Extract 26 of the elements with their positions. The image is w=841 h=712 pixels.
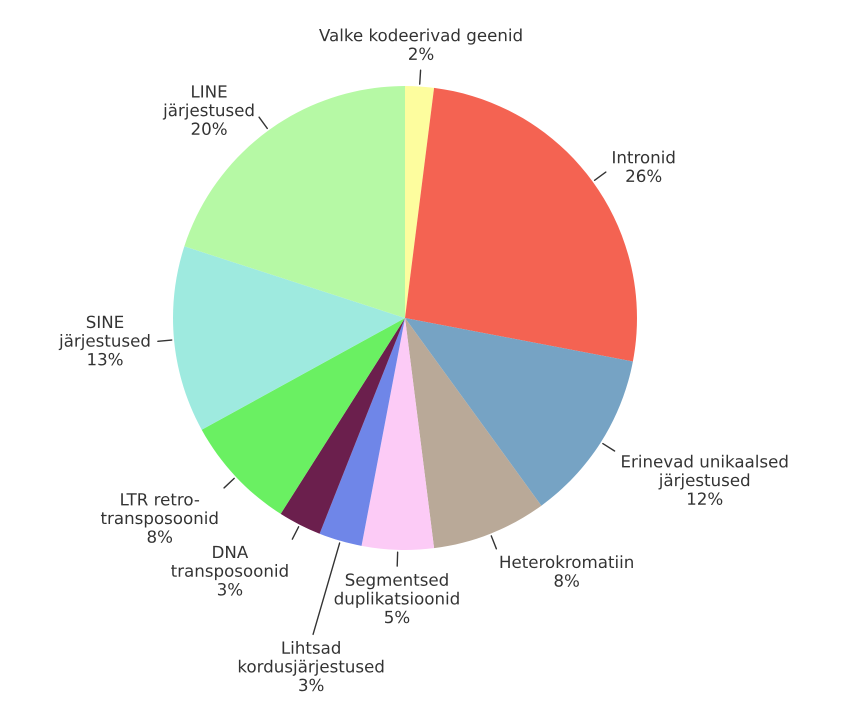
data-label: 13% [88, 352, 123, 366]
data-label: 20% [192, 122, 227, 136]
slice-label: Segmentsed duplikatsioonid [334, 573, 459, 608]
pie-slice [320, 318, 405, 546]
slice-label: Intronid [613, 150, 674, 164]
data-label: 3% [218, 583, 242, 596]
slice-label: Lihtsad kordusjärjestused [238, 641, 384, 676]
slice-label: LTR retro- transposoonid [100, 493, 218, 528]
pie-slice [173, 246, 405, 430]
slice-label: DNA transposoonid [171, 546, 288, 580]
data-label: 26% [626, 170, 662, 182]
slice-label: Valke kodeerivad geenid [319, 28, 522, 45]
data-label: 3% [299, 678, 324, 692]
slice-label: Erinevad unikaalsed järjestused [622, 454, 788, 490]
data-label: 8% [148, 530, 172, 543]
pie-slice [405, 86, 434, 318]
data-label: 2% [409, 47, 434, 60]
data-label: 8% [554, 574, 579, 587]
pie-slice [362, 318, 434, 550]
pie-slice [405, 318, 542, 548]
data-label: 5% [385, 610, 410, 624]
slice-label: SINE järjestused [58, 316, 150, 350]
slice-label: LINE järjestused [162, 85, 254, 120]
data-label: 12% [688, 492, 722, 505]
pie-slice [280, 318, 405, 534]
slice-label: Heterokromatiin [500, 555, 633, 568]
